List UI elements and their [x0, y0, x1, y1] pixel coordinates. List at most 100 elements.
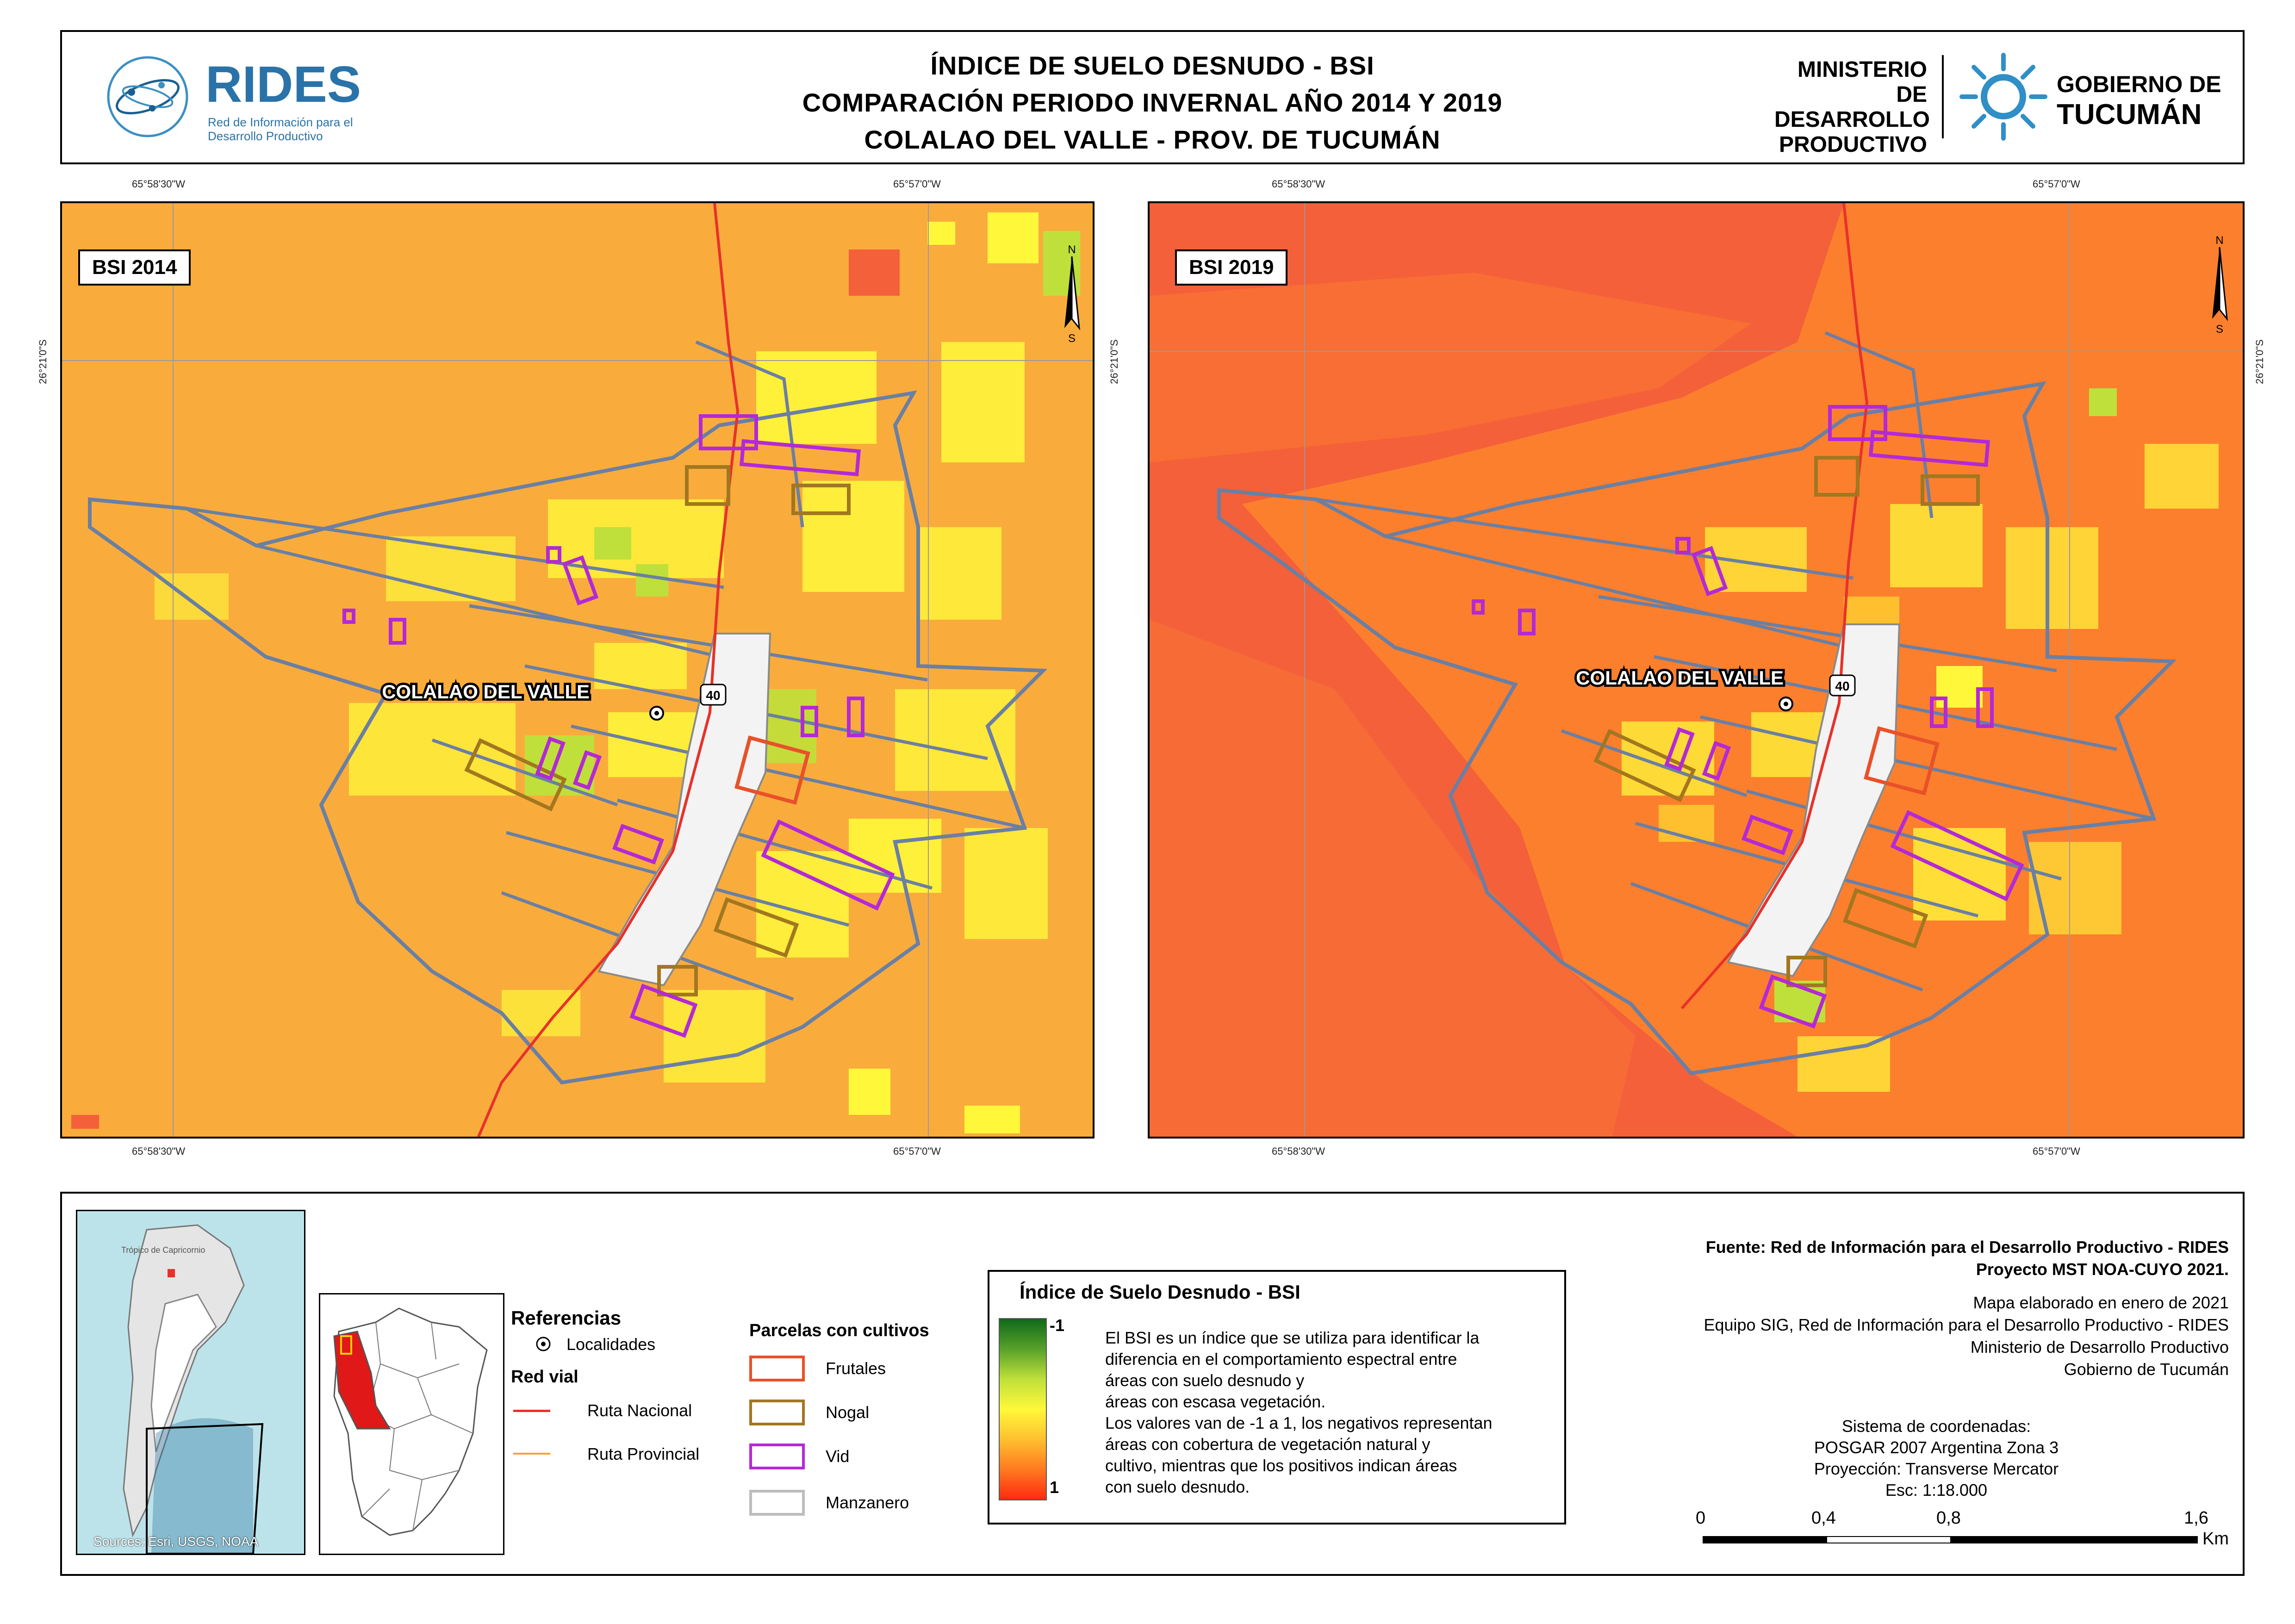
parcela-manzanero-label: Manzanero	[826, 1493, 909, 1512]
credits-block: Fuente: Red de Información para el Desar…	[1581, 1238, 2229, 1562]
scale-segment	[1950, 1537, 2197, 1543]
map2-route-shield	[1829, 674, 1856, 697]
locator-inset-tucuman	[319, 1293, 504, 1555]
bsi-desc-line: áreas con escasa vegetación.	[1105, 1392, 1326, 1411]
scale-segment	[1704, 1537, 1827, 1543]
crs-line-3: Proyección: Transverse Mercator	[1814, 1459, 2059, 1478]
parcela-vid-swatch	[749, 1444, 805, 1469]
scale-bar	[1703, 1536, 2198, 1543]
ruta-provincial-symbol	[513, 1453, 550, 1455]
credit-info-1: Mapa elaborado en enero de 2021	[1973, 1293, 2229, 1312]
scale-tick-04: 0,4	[1811, 1508, 1836, 1528]
map2-lon-top-right: 65°57'0"W	[2033, 178, 2080, 190]
scale-tick-08: 0,8	[1936, 1508, 1961, 1528]
rides-logo-name: RIDES	[205, 56, 361, 113]
tucuman-sun-icon	[1959, 53, 2047, 141]
map2-lon-top-left: 65°58'30"W	[1272, 178, 1325, 190]
map1-lon-top-left: 65°58'30"W	[132, 178, 185, 190]
parcela-frutales-label: Frutales	[826, 1359, 886, 1378]
parcela-nogal-swatch	[749, 1400, 805, 1425]
map-bsi-2019[interactable]: 40 COLALAO DEL VALLE N S BSI 2019	[1148, 201, 2245, 1139]
locality-symbol-icon	[536, 1337, 551, 1351]
map1-bare-soil-patch	[849, 249, 900, 296]
title-line-2: COMPARACIÓN PERIODO INVERNAL AÑO 2014 Y …	[802, 88, 1503, 117]
credit-source-1: Fuente: Red de Información para el Desar…	[1705, 1238, 2229, 1257]
bsi-legend-title: Índice de Suelo Desnudo - BSI	[1020, 1281, 1300, 1303]
scale-unit: Km	[2202, 1529, 2229, 1549]
map2-town-boundary	[1217, 381, 2177, 1076]
references-title: Referencias	[511, 1307, 622, 1329]
map2-parcels	[1472, 405, 2024, 1029]
parcela-vid-label: Vid	[826, 1447, 850, 1466]
map2-south-label: S	[2216, 323, 2223, 336]
map2-canvas: 40 COLALAO DEL VALLE N S	[1150, 203, 2243, 1137]
scale-tick-0: 0	[1696, 1508, 1706, 1528]
bsi-min-label: -1	[1050, 1316, 1065, 1335]
bsi-desc-line: cultivo, mientras que los positivos indi…	[1105, 1456, 1457, 1475]
map1-route-shield	[700, 684, 727, 706]
ministerio-line-2: DESARROLLO	[1774, 107, 1930, 132]
map2-locality-marker-dot	[1784, 702, 1788, 706]
rides-logo: RIDES Red de Información para el Desarro…	[104, 46, 381, 152]
gobierno-line-1: GOBIERNO DE	[2057, 71, 2221, 97]
rides-logo-tagline: Red de Información para el Desarrollo Pr…	[208, 115, 353, 143]
credit-source-2: Proyecto MST NOA-CUYO 2021.	[1976, 1260, 2229, 1279]
map2-north-label: N	[2215, 234, 2223, 247]
references-localidades: Localidades	[566, 1335, 656, 1354]
bottom-panel: Trópico de Capricornio Sources: Esri, US…	[60, 1192, 2245, 1576]
gobierno-line-2: TUCUMÁN	[2057, 99, 2202, 131]
locator-inset-south-america: Trópico de Capricornio Sources: Esri, US…	[76, 1210, 305, 1555]
map2-town-label: COLALAO DEL VALLE	[1576, 667, 1784, 689]
map1-parcels	[342, 414, 895, 1038]
bsi-desc-line: áreas con suelo desnudo y	[1105, 1371, 1305, 1390]
map2-lon-bottom-left: 65°58'30"W	[1272, 1145, 1325, 1157]
map2-label: BSI 2019	[1175, 249, 1288, 286]
map1-route-shield-text: 40	[706, 688, 720, 703]
map2-lon-bottom-right: 65°57'0"W	[2033, 1145, 2080, 1157]
credit-info-4: Gobierno de Tucumán	[2064, 1360, 2229, 1379]
bsi-desc-line: diferencia en el comportamiento espectra…	[1105, 1350, 1457, 1369]
map1-bare-soil-patch	[71, 1115, 99, 1129]
locator-sources: Sources: Esri, USGS, NOAA	[93, 1534, 259, 1549]
map1-lon-bottom-right: 65°57'0"W	[893, 1145, 941, 1157]
map2-lat-label-left: 26°21'0"S	[1108, 339, 1120, 384]
parcelas-title: Parcelas con cultivos	[749, 1321, 929, 1340]
parcela-nogal-label: Nogal	[826, 1403, 870, 1422]
credit-info-2: Equipo SIG, Red de Información para el D…	[1704, 1315, 2229, 1334]
south-america-map: Trópico de Capricornio	[121, 1224, 264, 1554]
bsi-description: El BSI es un índice que se utiliza para …	[1105, 1327, 1559, 1498]
ministerio-line-3: PRODUCTIVO	[1779, 132, 1927, 157]
ministerio-line-1: MINISTERIO DE	[1797, 57, 1927, 107]
bsi-gradient-bar	[999, 1318, 1047, 1500]
ministerio-logo: MINISTERIO DE DESARROLLO PRODUCTIVO	[1774, 57, 1930, 157]
parcela-frutales-swatch	[749, 1356, 805, 1381]
scale-tick-16: 1,6	[2184, 1508, 2208, 1528]
bsi-desc-line: Los valores van de -1 a 1, los negativos…	[1105, 1413, 1493, 1432]
parcela-manzanero-swatch	[749, 1490, 805, 1516]
map1-lat-label: 26°21'0"S	[37, 339, 49, 384]
map1-canvas: 40 COLALAO DEL VALLE N S	[62, 203, 1093, 1137]
bsi-max-label: 1	[1050, 1478, 1059, 1497]
logo-divider	[1942, 55, 1944, 138]
map2-route-shield-text: 40	[1835, 679, 1849, 693]
map-bsi-2014[interactable]: 40 COLALAO DEL VALLE N S BSI 2014	[60, 201, 1095, 1139]
map2-lat-label-right: 26°21'0"S	[2254, 339, 2265, 384]
references-ruta-nacional: Ruta Nacional	[587, 1401, 692, 1420]
title-line-3: COLALAO DEL VALLE - PROV. DE TUCUMÁN	[864, 125, 1441, 154]
bsi-desc-line: El BSI es un índice que se utiliza para …	[1105, 1328, 1480, 1347]
map1-vegetation-patches	[155, 212, 1080, 1133]
references-ruta-provincial: Ruta Provincial	[587, 1444, 700, 1463]
map1-locality-marker-dot	[654, 711, 659, 716]
tucuman-departments-map	[333, 1307, 488, 1536]
bsi-legend-box: Índice de Suelo Desnudo - BSI -1 1 El BS…	[988, 1270, 1566, 1524]
map1-north-arrow-icon: N S	[1064, 243, 1081, 345]
scale-segment	[1827, 1537, 1950, 1543]
title-line-1: ÍNDICE DE SUELO DESNUDO - BSI	[930, 51, 1375, 80]
bsi-desc-line: áreas con cobertura de vegetación natura…	[1105, 1435, 1430, 1454]
crs-block: Sistema de coordenadas: POSGAR 2007 Arge…	[1774, 1416, 2098, 1501]
scale-text: Esc: 1:18.000	[1885, 1481, 1988, 1500]
map1-lon-bottom-left: 65°58'30"W	[132, 1145, 185, 1157]
crs-line-2: POSGAR 2007 Argentina Zona 3	[1814, 1438, 2059, 1457]
map1-label: BSI 2014	[78, 249, 191, 286]
bsi-desc-line: con suelo desnudo.	[1105, 1477, 1250, 1496]
